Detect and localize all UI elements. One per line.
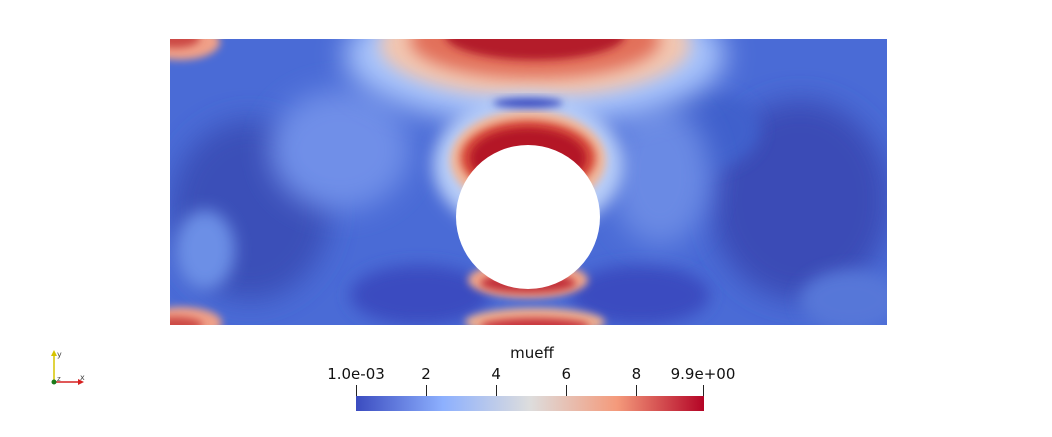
y-axis-label: y bbox=[57, 350, 62, 359]
colorbar-gradient bbox=[356, 396, 704, 411]
z-axis-label: z bbox=[57, 375, 61, 383]
colorbar-title: mueff bbox=[510, 344, 554, 362]
colorbar-tick-mark bbox=[636, 385, 638, 397]
colorbar-tick-mark bbox=[703, 385, 704, 397]
mueff-field-plot[interactable] bbox=[0, 0, 1052, 330]
colorbar-tick-label: 1.0e-03 bbox=[327, 365, 385, 383]
colorbar-tick-label: 9.9e+00 bbox=[670, 365, 736, 383]
y-axis-arrow bbox=[51, 350, 57, 356]
colorbar-tick-label: 4 bbox=[491, 365, 501, 383]
colorbar-tick-mark bbox=[566, 385, 568, 397]
x-axis-arrow bbox=[78, 379, 84, 385]
colorbar-tick-mark bbox=[356, 385, 357, 397]
orientation-axes-triad: y x z bbox=[51, 350, 85, 385]
colorbar-tick-label: 8 bbox=[631, 365, 642, 383]
colorbar-tick-mark bbox=[426, 385, 428, 397]
x-axis-label: x bbox=[80, 373, 85, 382]
colorbar-tick-label: 2 bbox=[421, 365, 431, 383]
z-axis-dot bbox=[51, 379, 57, 385]
colorbar-tick-mark bbox=[496, 385, 498, 397]
cylinder-hole bbox=[456, 145, 600, 289]
colorbar-tick-label: 6 bbox=[561, 365, 572, 383]
